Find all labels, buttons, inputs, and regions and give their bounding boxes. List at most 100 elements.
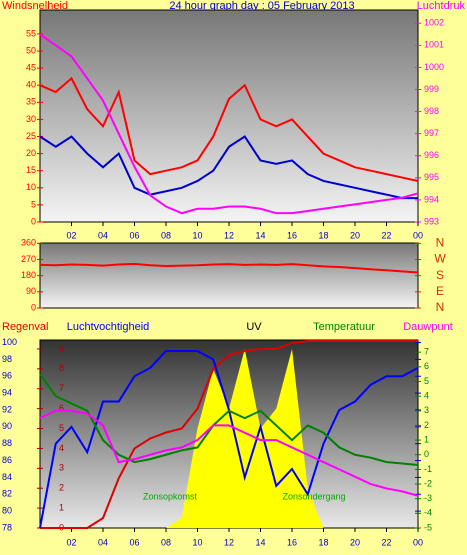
y2-tick-label: 994 [424, 194, 439, 204]
y2-tick-label: -1 [424, 464, 432, 474]
legend-entry: UV [246, 321, 262, 333]
y-tick-label: 25 [26, 131, 36, 141]
y-tick-label: 84 [2, 472, 12, 482]
y-tick-label: 80 [2, 506, 12, 516]
y2-tick-label: 0 [424, 449, 429, 459]
y2-tick-label: S [436, 268, 444, 282]
x-tick-label: 04 [98, 537, 108, 547]
y-tick-label: 30 [26, 114, 36, 124]
x-tick-label: 14 [255, 230, 265, 240]
y2-tick-label: 996 [424, 150, 439, 160]
y-tick-label: 360 [21, 238, 36, 248]
y-tick-label: 0 [31, 302, 36, 312]
y-tick-label: 90 [26, 286, 36, 296]
y-tick-label: 96 [2, 371, 12, 381]
y-tick-label: 35 [26, 97, 36, 107]
x-tick-label: 20 [350, 230, 360, 240]
y3-tick-label: 4 [59, 443, 64, 453]
y-tick-label: 78 [2, 522, 12, 532]
y2-tick-label: W [434, 252, 446, 266]
series-line [39, 76, 419, 182]
y3-tick-label: 9 [59, 343, 64, 353]
y2-tick-label: E [436, 284, 444, 298]
y-tick-label: 10 [26, 182, 36, 192]
series-line [39, 33, 419, 215]
x-tick-label: 08 [161, 230, 171, 240]
x-tick-label: 18 [318, 230, 328, 240]
y-tick-label: 270 [21, 254, 36, 264]
y-tick-label: 50 [26, 45, 36, 55]
x-tick-label: 02 [66, 537, 76, 547]
y3-tick-label: 8 [59, 363, 64, 373]
legend-entry: Dauwpunt [403, 321, 453, 333]
y3-tick-label: 2 [59, 483, 64, 493]
series-line [39, 373, 419, 466]
uv-area [40, 348, 418, 528]
y-tick-label: 0 [31, 216, 36, 226]
x-tick-label: 16 [287, 230, 297, 240]
y3-tick-label: 5 [59, 423, 64, 433]
y2-tick-label: 3 [424, 405, 429, 415]
y-tick-label: 98 [2, 354, 12, 364]
y-tick-label: 88 [2, 438, 12, 448]
y2-tick-label: 1000 [424, 62, 444, 72]
y2-tick-label: 1002 [424, 18, 444, 28]
y2-tick-label: -2 [424, 478, 432, 488]
y-tick-label: 82 [2, 489, 12, 499]
y2-tick-label: -5 [424, 522, 432, 532]
plot-area [39, 9, 419, 223]
y3-tick-label: 1 [59, 502, 64, 512]
y2-tick-label: 995 [424, 172, 439, 182]
legend-entry: Luchtvochtigheid [67, 321, 150, 333]
x-tick-label: 14 [255, 537, 265, 547]
y-tick-label: 5 [31, 199, 36, 209]
plot-area [39, 242, 419, 309]
x-tick-label: 10 [192, 537, 202, 547]
y-tick-label: 15 [26, 165, 36, 175]
x-tick-label: 08 [161, 537, 171, 547]
x-tick-label: 04 [98, 230, 108, 240]
y-tick-label: 40 [26, 80, 36, 90]
y-tick-label: 20 [26, 148, 36, 158]
x-tick-label: 10 [192, 230, 202, 240]
chart-title: 24 hour graph day : 05 February 2013 [169, 0, 354, 12]
x-tick-label: 12 [224, 230, 234, 240]
y2-tick-label: 2 [424, 420, 429, 430]
y3-tick-label: 7 [59, 383, 64, 393]
y2-tick-label: 993 [424, 216, 439, 226]
x-tick-label: 18 [318, 537, 328, 547]
series-line [40, 339, 418, 529]
y2-tick-label: N [436, 300, 445, 314]
y2-tick-label: -3 [424, 493, 432, 503]
x-tick-label: 06 [129, 537, 139, 547]
y-tick-label: 100 [2, 337, 17, 347]
y2-tick-label: 1 [424, 434, 429, 444]
series-line [39, 135, 418, 200]
y2-tick-label: 997 [424, 128, 439, 138]
y2-tick-label: 5 [424, 376, 429, 386]
y-tick-label: 90 [2, 421, 12, 431]
y2-tick-label: 1001 [424, 40, 444, 50]
y-tick-label: 55 [26, 28, 36, 38]
y3-tick-label: 6 [59, 403, 64, 413]
y-tick-label: 94 [2, 387, 12, 397]
y2-tick-label: 6 [424, 361, 429, 371]
y2-tick-label: 999 [424, 84, 439, 94]
x-tick-label: 02 [66, 230, 76, 240]
x-tick-label: 06 [129, 230, 139, 240]
legend-entry: Temperatuur [313, 321, 375, 333]
x-tick-label: 16 [287, 537, 297, 547]
y-tick-label: 180 [21, 270, 36, 280]
x-tick-label: 00 [413, 537, 423, 547]
y2-tick-label: 4 [424, 390, 429, 400]
annotation: Zonsondergang [282, 491, 345, 501]
y2-tick-label: 7 [424, 347, 429, 357]
x-tick-label: 12 [224, 537, 234, 547]
y2-tick-label: N [436, 236, 445, 250]
legend-entry: Regenval [2, 321, 48, 333]
x-tick-label: 22 [381, 537, 391, 547]
y-tick-label: 92 [2, 404, 12, 414]
y2-tick-label: -4 [424, 508, 432, 518]
